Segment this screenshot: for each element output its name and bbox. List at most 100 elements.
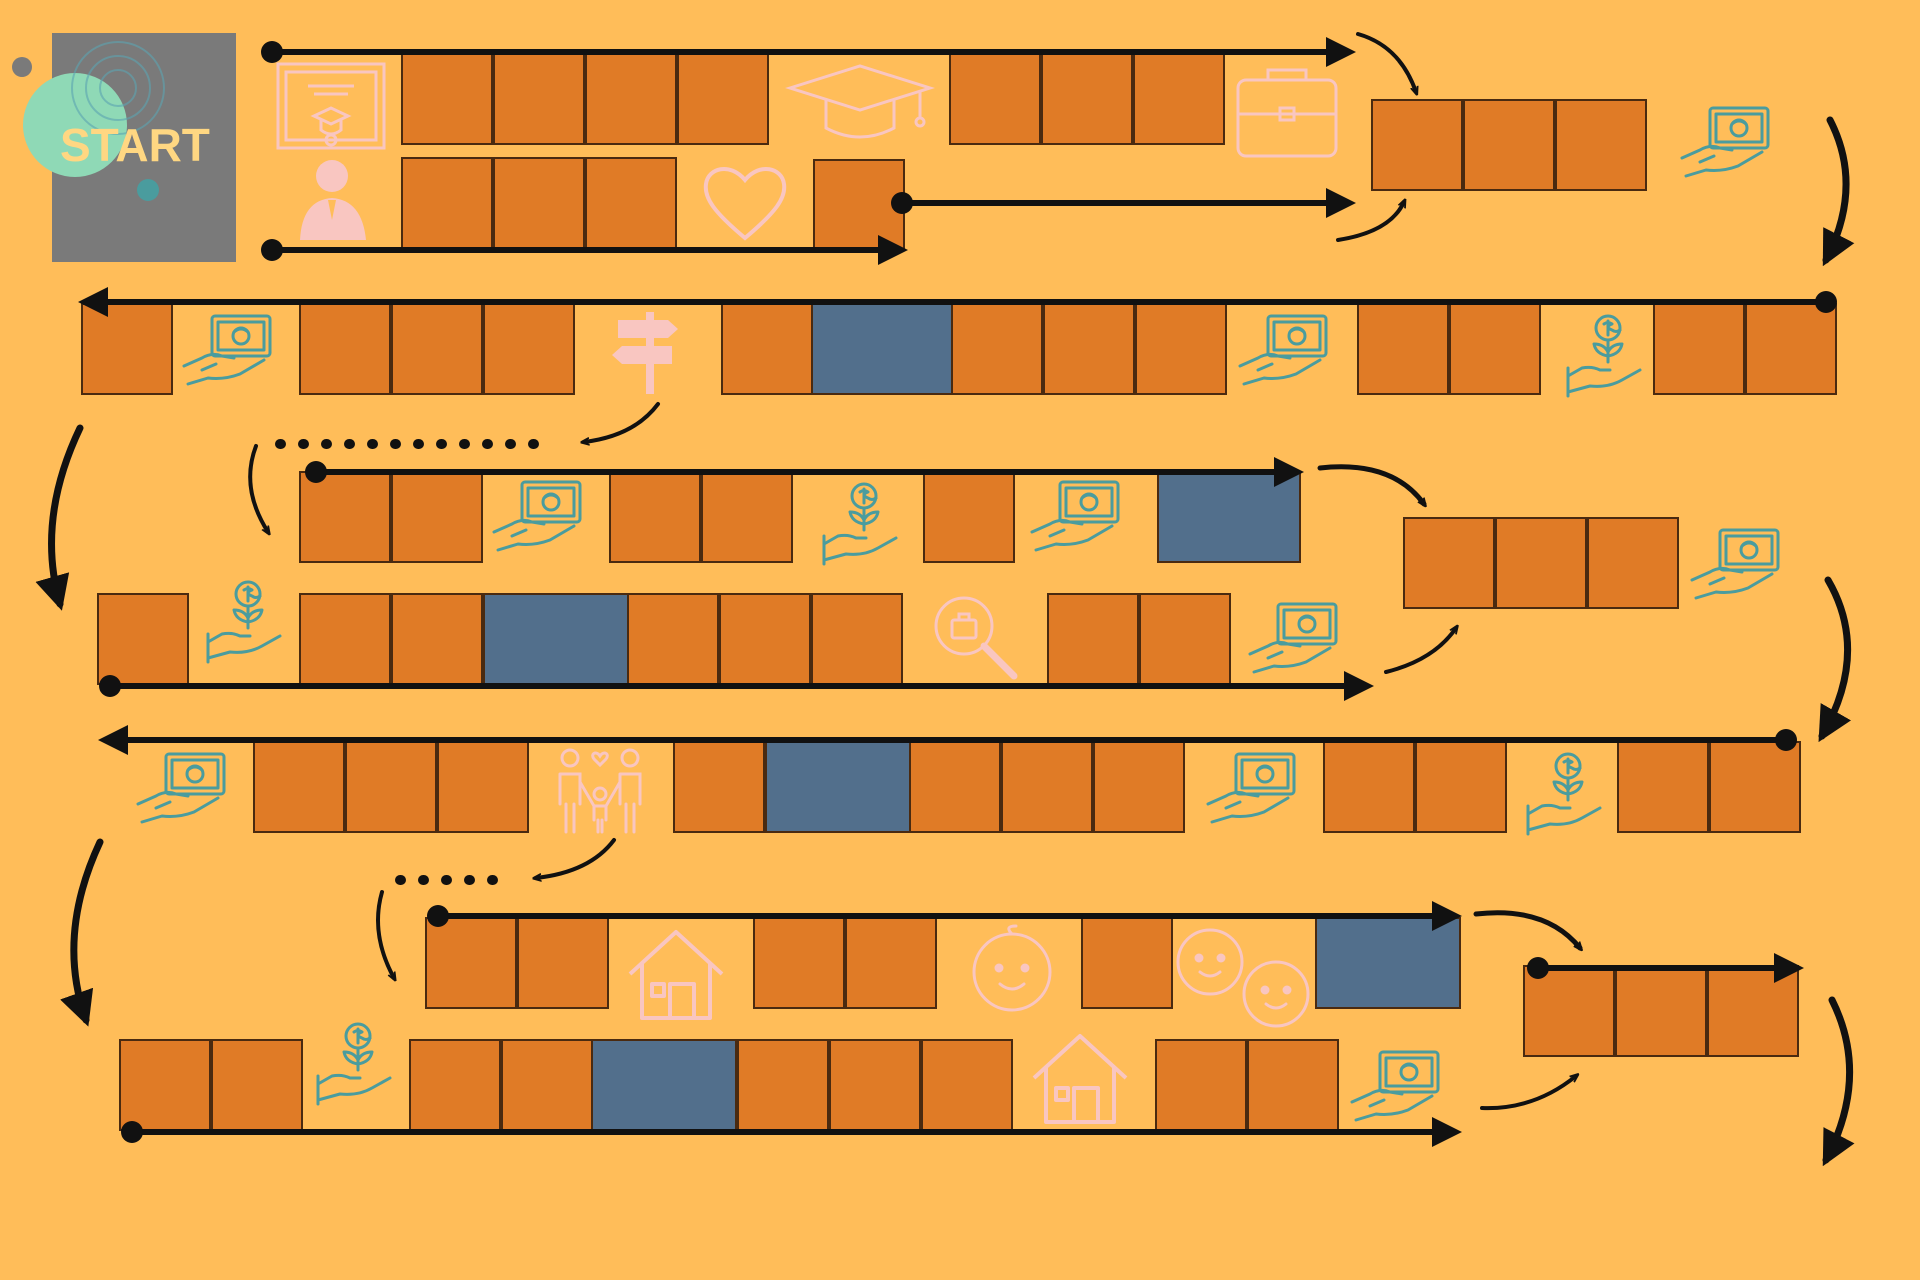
board-square[interactable] <box>1135 303 1227 395</box>
board-square[interactable] <box>585 53 677 145</box>
board-square[interactable] <box>1093 741 1185 833</box>
path-start-dot <box>99 675 121 697</box>
special-board-square[interactable] <box>1315 917 1461 1009</box>
start-label: START <box>60 119 210 171</box>
board-square[interactable] <box>1707 965 1799 1057</box>
board-square[interactable] <box>493 157 585 249</box>
board-square[interactable] <box>345 741 437 833</box>
board-square[interactable] <box>701 471 793 563</box>
board-square[interactable] <box>951 303 1043 395</box>
board-square[interactable] <box>811 593 903 685</box>
curved-arrow <box>584 402 660 442</box>
house-icon <box>628 930 724 1020</box>
board-square[interactable] <box>1745 303 1837 395</box>
special-board-square[interactable] <box>591 1039 737 1131</box>
board-square[interactable] <box>437 741 529 833</box>
board-square[interactable] <box>719 593 811 685</box>
money-hand-icon <box>1350 1050 1440 1122</box>
board-square[interactable] <box>721 303 813 395</box>
board-square[interactable] <box>949 53 1041 145</box>
board-square[interactable] <box>1371 99 1463 191</box>
board-square[interactable] <box>1001 741 1093 833</box>
special-board-square[interactable] <box>811 303 953 395</box>
board-square[interactable] <box>1081 917 1173 1009</box>
board-square[interactable] <box>909 741 1001 833</box>
board-square[interactable] <box>1615 965 1707 1057</box>
path-start-dot <box>891 192 913 214</box>
board-square[interactable] <box>1139 593 1231 685</box>
board-square[interactable] <box>401 157 493 249</box>
money-hand-icon <box>136 752 226 824</box>
curved-arrow <box>1473 910 1580 948</box>
curved-arrow <box>1818 576 1852 743</box>
board-square[interactable] <box>1133 53 1225 145</box>
board-square[interactable] <box>627 593 719 685</box>
board-square[interactable] <box>493 53 585 145</box>
board-square[interactable] <box>391 471 483 563</box>
board-square[interactable] <box>1247 1039 1339 1131</box>
start-panel[interactable]: START <box>12 33 236 262</box>
path-start-dot <box>261 239 283 261</box>
signpost-icon <box>612 312 678 394</box>
board-square[interactable] <box>1587 517 1679 609</box>
board-square[interactable] <box>81 303 173 395</box>
board-square[interactable] <box>1523 965 1615 1057</box>
board-square[interactable] <box>673 741 765 833</box>
board-square[interactable] <box>1403 517 1495 609</box>
job-search-icon <box>934 596 1018 680</box>
board-square[interactable] <box>1047 593 1139 685</box>
curved-arrow <box>248 444 268 532</box>
board-square[interactable] <box>97 593 189 685</box>
board-square[interactable] <box>501 1039 593 1131</box>
board-square[interactable] <box>391 593 483 685</box>
special-board-square[interactable] <box>765 741 911 833</box>
board-square[interactable] <box>299 303 391 395</box>
board-square[interactable] <box>299 471 391 563</box>
board-square[interactable] <box>737 1039 829 1131</box>
board-square[interactable] <box>1709 741 1801 833</box>
path-start-dot <box>261 41 283 63</box>
board-square[interactable] <box>1415 741 1507 833</box>
board-square[interactable] <box>299 593 391 685</box>
board-square[interactable] <box>517 917 609 1009</box>
board-square[interactable] <box>753 917 845 1009</box>
board-square[interactable] <box>253 741 345 833</box>
path-start-dot <box>427 905 449 927</box>
board-square[interactable] <box>1653 303 1745 395</box>
board-square[interactable] <box>829 1039 921 1131</box>
board-square[interactable] <box>1323 741 1415 833</box>
board-square[interactable] <box>1617 741 1709 833</box>
board-square[interactable] <box>391 303 483 395</box>
board-square[interactable] <box>1155 1039 1247 1131</box>
board-square[interactable] <box>1041 53 1133 145</box>
board-square[interactable] <box>1043 303 1135 395</box>
board-square[interactable] <box>921 1039 1013 1131</box>
board-square[interactable] <box>813 159 905 251</box>
board-square[interactable] <box>483 303 575 395</box>
board-square[interactable] <box>1357 303 1449 395</box>
baby-icon <box>972 924 1052 1012</box>
board-square[interactable] <box>1555 99 1647 191</box>
board-square[interactable] <box>585 157 677 249</box>
board-square[interactable] <box>119 1039 211 1131</box>
special-board-square[interactable] <box>483 593 629 685</box>
curved-arrow <box>60 838 104 1027</box>
board-square[interactable] <box>845 917 937 1009</box>
board-square[interactable] <box>1449 303 1541 395</box>
diploma-icon <box>276 62 386 150</box>
path-start-dot <box>1815 291 1837 313</box>
special-board-square[interactable] <box>1157 471 1301 563</box>
path-start-dot <box>1775 729 1797 751</box>
board-square[interactable] <box>609 471 701 563</box>
board-square[interactable] <box>1463 99 1555 191</box>
board-square[interactable] <box>409 1039 501 1131</box>
board-square[interactable] <box>211 1039 303 1131</box>
board-square[interactable] <box>425 917 517 1009</box>
board-square[interactable] <box>677 53 769 145</box>
plant-money-icon <box>316 1022 392 1106</box>
house-icon <box>1032 1034 1128 1124</box>
board-square[interactable] <box>923 471 1015 563</box>
board-square[interactable] <box>1495 517 1587 609</box>
money-hand-icon <box>1680 106 1770 178</box>
board-square[interactable] <box>401 53 493 145</box>
